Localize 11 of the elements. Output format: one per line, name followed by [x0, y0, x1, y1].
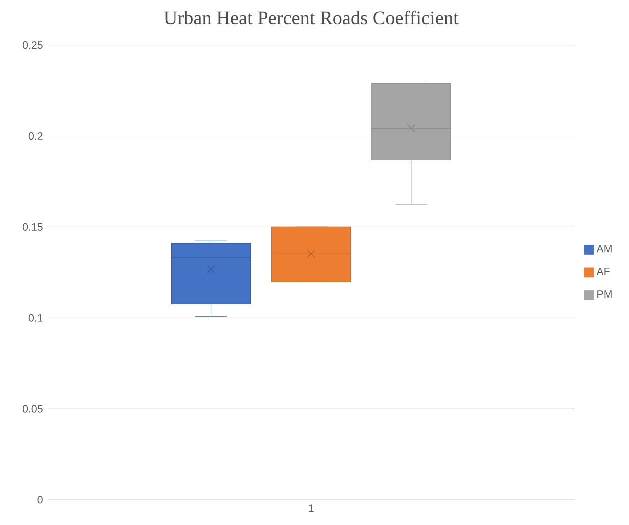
chart-title: Urban Heat Percent Roads Coefficient: [164, 10, 459, 25]
y-tick-label: 0.1: [28, 314, 43, 322]
y-tick-label: 0.2: [28, 132, 43, 140]
legend-label: AM: [596, 245, 612, 253]
y-tick-label: 0.15: [22, 223, 43, 231]
x-tick-label: 1: [309, 504, 314, 512]
y-tick-label: 0: [38, 496, 43, 504]
legend-label: AF: [596, 268, 610, 276]
y-tick-label: 0.05: [22, 405, 43, 413]
legend-label: PM: [598, 290, 612, 298]
y-tick-label: 0.25: [22, 42, 43, 50]
